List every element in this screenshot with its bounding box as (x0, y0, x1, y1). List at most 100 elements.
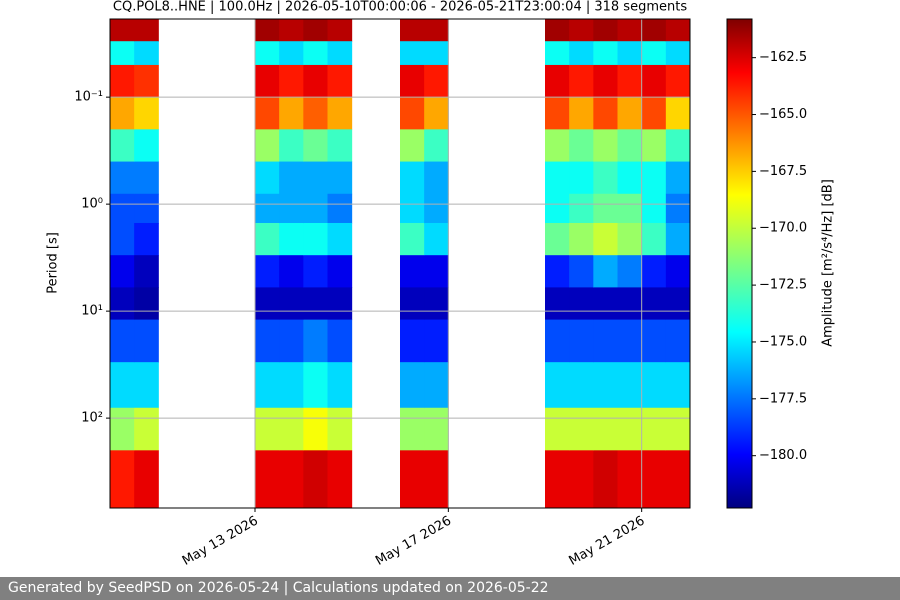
footer: Generated by SeedPSD on 2026-05-24 | Cal… (0, 577, 900, 600)
heatmap-cell (424, 161, 449, 195)
heatmap-cell (617, 161, 643, 195)
heatmap-cell (327, 129, 353, 163)
heatmap-cell (545, 407, 570, 451)
heatmap-cell (424, 450, 449, 509)
heatmap-cell (641, 362, 667, 409)
heatmap-cell (400, 450, 425, 509)
heatmap-cell (327, 222, 353, 256)
heatmap-cell (303, 193, 328, 224)
colorbar-tick-label: −180.0 (759, 448, 807, 463)
heatmap-cell (665, 287, 691, 321)
heatmap-cell (665, 362, 691, 409)
heatmap-cell (617, 407, 643, 451)
heatmap-cell (665, 161, 691, 195)
heatmap-cell (424, 362, 449, 409)
heatmap-cell (617, 193, 643, 224)
heatmap-cell (134, 255, 159, 288)
heatmap-cell (641, 193, 667, 224)
heatmap-cell (255, 319, 280, 363)
heatmap-cell (279, 287, 304, 321)
heatmap-cell (641, 97, 667, 130)
heatmap-cell (303, 450, 328, 509)
heatmap-cell (545, 222, 570, 256)
heatmap-cell (134, 41, 159, 66)
heatmap-cell (400, 407, 425, 451)
heatmap-cell (545, 19, 570, 42)
heatmap-cell (327, 193, 353, 224)
heatmap-cell (110, 255, 135, 288)
heatmap-cell (400, 222, 425, 256)
heatmap-cell (279, 19, 304, 42)
heatmap-cell (545, 41, 570, 66)
heatmap-cell (327, 287, 353, 321)
heatmap-cell (665, 222, 691, 256)
heatmap-cell (545, 129, 570, 163)
heatmap-cell (400, 129, 425, 163)
heatmap-cell (569, 41, 594, 66)
heatmap-cell (593, 450, 618, 509)
heatmap-cell (279, 41, 304, 66)
heatmap-cell (110, 362, 135, 409)
heatmap-cell (279, 450, 304, 509)
heatmap-cell (110, 193, 135, 224)
heatmap-cell (641, 287, 667, 321)
heatmap-cell (569, 407, 594, 451)
heatmap-cell (400, 362, 425, 409)
heatmap-cell (303, 19, 328, 42)
plot-frame (109, 18, 691, 509)
heatmap-cell (665, 319, 691, 363)
colorbar-tick-label: −162.5 (759, 50, 807, 65)
heatmap-cell (279, 362, 304, 409)
colorbar-tick-label: −172.5 (759, 278, 807, 293)
x-tick-label: May 17 2026 (373, 514, 454, 569)
heatmap-cell (545, 319, 570, 363)
chart: CQ.POL8..HNE | 100.0Hz | 2026-05-10T00:0… (46, 0, 836, 569)
heatmap-cell (303, 319, 328, 363)
heatmap-cell (327, 362, 353, 409)
heatmap-cell (255, 64, 280, 98)
heatmap-cell (617, 64, 643, 98)
heatmap-cell (134, 287, 159, 321)
heatmap-cell (134, 193, 159, 224)
heatmap-cell (424, 97, 449, 130)
heatmap-cell (569, 362, 594, 409)
heatmap-cell (424, 41, 449, 66)
heatmap-cell (545, 193, 570, 224)
heatmap-cell (617, 129, 643, 163)
heatmap-cell (110, 41, 135, 66)
heatmap-cell (279, 161, 304, 195)
heatmap-cell (279, 129, 304, 163)
heatmap-cell (327, 64, 353, 98)
colorbar-tick-label: −165.0 (759, 107, 807, 122)
heatmap-cell (424, 222, 449, 256)
heatmap-cell (617, 222, 643, 256)
heatmap-cell (665, 255, 691, 288)
heatmap-cell (110, 287, 135, 321)
heatmap-cell (134, 64, 159, 98)
heatmap-cell (593, 97, 618, 130)
heatmap-cell (593, 129, 618, 163)
heatmap-cell (593, 319, 618, 363)
heatmap-cell (134, 222, 159, 256)
heatmap-cell (303, 222, 328, 256)
heatmap-cell (303, 129, 328, 163)
heatmap-cell (303, 41, 328, 66)
heatmap-cell (255, 362, 280, 409)
heatmap-cell (303, 64, 328, 98)
colorbar-tick-label: −167.5 (759, 164, 807, 179)
heatmap-cell (327, 319, 353, 363)
heatmap-cell (279, 97, 304, 130)
heatmap-cell (255, 287, 280, 321)
heatmap-cell (641, 161, 667, 195)
heatmap-cell (134, 407, 159, 451)
heatmap-cell (641, 222, 667, 256)
heatmap-cell (400, 319, 425, 363)
heatmap-cell (569, 64, 594, 98)
heatmap-cell (255, 161, 280, 195)
colorbar-tick-label: −177.5 (759, 391, 807, 406)
heatmap-cell (569, 129, 594, 163)
heatmap-cell (593, 287, 618, 321)
heatmap-cell (424, 255, 449, 288)
heatmap-cell (255, 255, 280, 288)
heatmap-cell (665, 193, 691, 224)
